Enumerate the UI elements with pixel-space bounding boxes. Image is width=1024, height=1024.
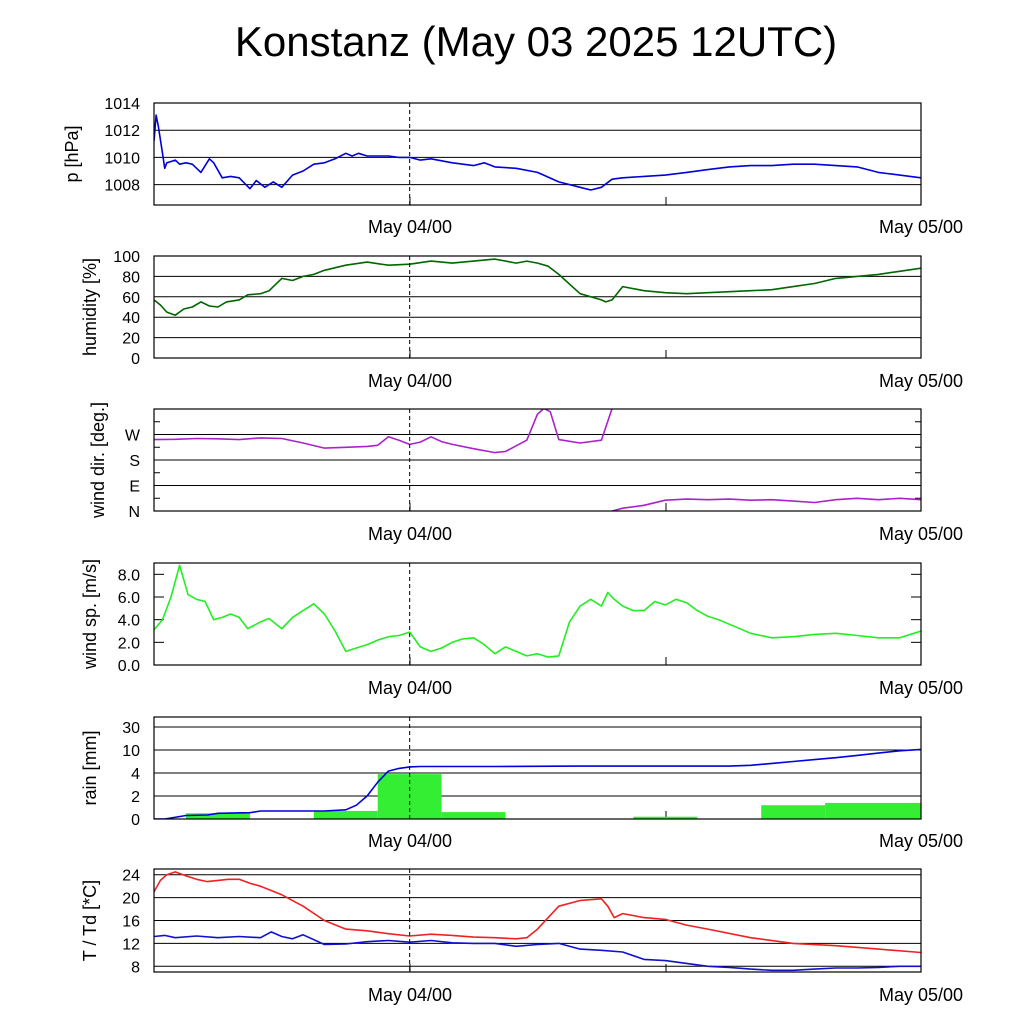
plot-frame [153, 255, 922, 359]
ytick-label: 6.0 [118, 590, 140, 607]
series-line-temperature [154, 931, 921, 972]
series-line-wind_direction [154, 409, 613, 454]
ytick-label: 16 [122, 914, 140, 931]
ytick-label: 4 [131, 766, 140, 783]
series-line-wind_direction [611, 497, 921, 511]
ytick-label: 1014 [104, 96, 140, 113]
date-label: May 04/00 [368, 985, 452, 1005]
plot-frame [153, 102, 922, 206]
rain-bar [313, 810, 378, 819]
series-line-rain [154, 748, 921, 819]
ytick-label: 10 [122, 743, 140, 760]
ytick-label: 100 [113, 249, 140, 266]
date-label: May 05/00 [879, 371, 963, 391]
ytick-label: 0 [131, 812, 140, 829]
ytick-label: 8.0 [118, 567, 140, 584]
ytick-label: 80 [122, 269, 140, 286]
plot-frame [153, 868, 922, 973]
date-label: May 05/00 [879, 217, 963, 237]
date-label: May 05/00 [879, 831, 963, 851]
panel-humidity: 0 20 40 60 80 100 humidity [%] May 04/00 May 05/… [80, 249, 963, 391]
series-line-temperature [154, 871, 921, 954]
ytick-label: 2.0 [118, 635, 140, 652]
panel-pressure: 1008 1010 1012 1014 p [hPa] May 04/00 May 05/0… [62, 96, 963, 237]
ytick-label: 20 [122, 891, 140, 908]
panel-wind_speed: 0.0 2.0 4.0 6.0 8.0 wind sp. [m/s] May 04/00 Ma… [80, 559, 963, 698]
rain-bar [633, 816, 698, 819]
date-label: May 04/00 [368, 371, 452, 391]
date-label: May 04/00 [368, 678, 452, 698]
date-label: May 05/00 [879, 524, 963, 544]
ytick-label: 20 [122, 331, 140, 348]
ytick-label: 1012 [104, 123, 140, 140]
ytick-label: E [129, 479, 140, 496]
ytick-label: 24 [122, 868, 140, 885]
series-line-pressure [154, 114, 921, 191]
date-label: May 04/00 [368, 524, 452, 544]
ytick-label: S [129, 453, 140, 470]
ylabel-temperature: T / Td [*C] [80, 880, 100, 961]
ytick-label: 12 [122, 936, 140, 953]
panel-rain: 0 2 4 10 30 rain [mm] May 04/00 May 05/00 [80, 716, 963, 851]
rain-bar [185, 813, 250, 819]
plot-frame [153, 408, 922, 512]
plot-frame [153, 562, 922, 666]
rain-bar [825, 802, 921, 819]
ytick-label: 40 [122, 310, 140, 327]
date-label: May 05/00 [879, 678, 963, 698]
ytick-label: N [128, 504, 140, 521]
ytick-label: 1008 [104, 178, 140, 195]
ylabel-pressure: p [hPa] [62, 125, 82, 182]
series-line-wind_speed [154, 564, 921, 658]
date-label: May 04/00 [368, 217, 452, 237]
date-label: May 05/00 [879, 985, 963, 1005]
ytick-label: 0 [131, 351, 140, 368]
ytick-label: 0.0 [118, 658, 140, 675]
panel-temperature: 8 12 16 20 24 T / Td [*C] May 04/00 May 05/00 [80, 868, 963, 1005]
chart-title: Konstanz (May 03 2025 12UTC) [234, 18, 838, 65]
ytick-label: W [125, 428, 141, 445]
ylabel-rain: rain [mm] [80, 730, 100, 805]
ytick-label: 2 [131, 789, 140, 806]
ylabel-humidity: humidity [%] [80, 258, 100, 356]
rain-bar [761, 805, 826, 819]
ylabel-wind_direction: wind dir. [deg.] [88, 402, 108, 519]
rain-bar [441, 812, 506, 819]
ytick-label: 1010 [104, 150, 140, 167]
ytick-label: 60 [122, 290, 140, 307]
ytick-label: 8 [131, 959, 140, 976]
ytick-label: 30 [122, 720, 140, 737]
ytick-label: 4.0 [118, 613, 140, 630]
ylabel-wind_speed: wind sp. [m/s] [80, 559, 100, 670]
plot-frame [153, 716, 922, 820]
date-label: May 04/00 [368, 831, 452, 851]
series-line-humidity [154, 258, 921, 316]
